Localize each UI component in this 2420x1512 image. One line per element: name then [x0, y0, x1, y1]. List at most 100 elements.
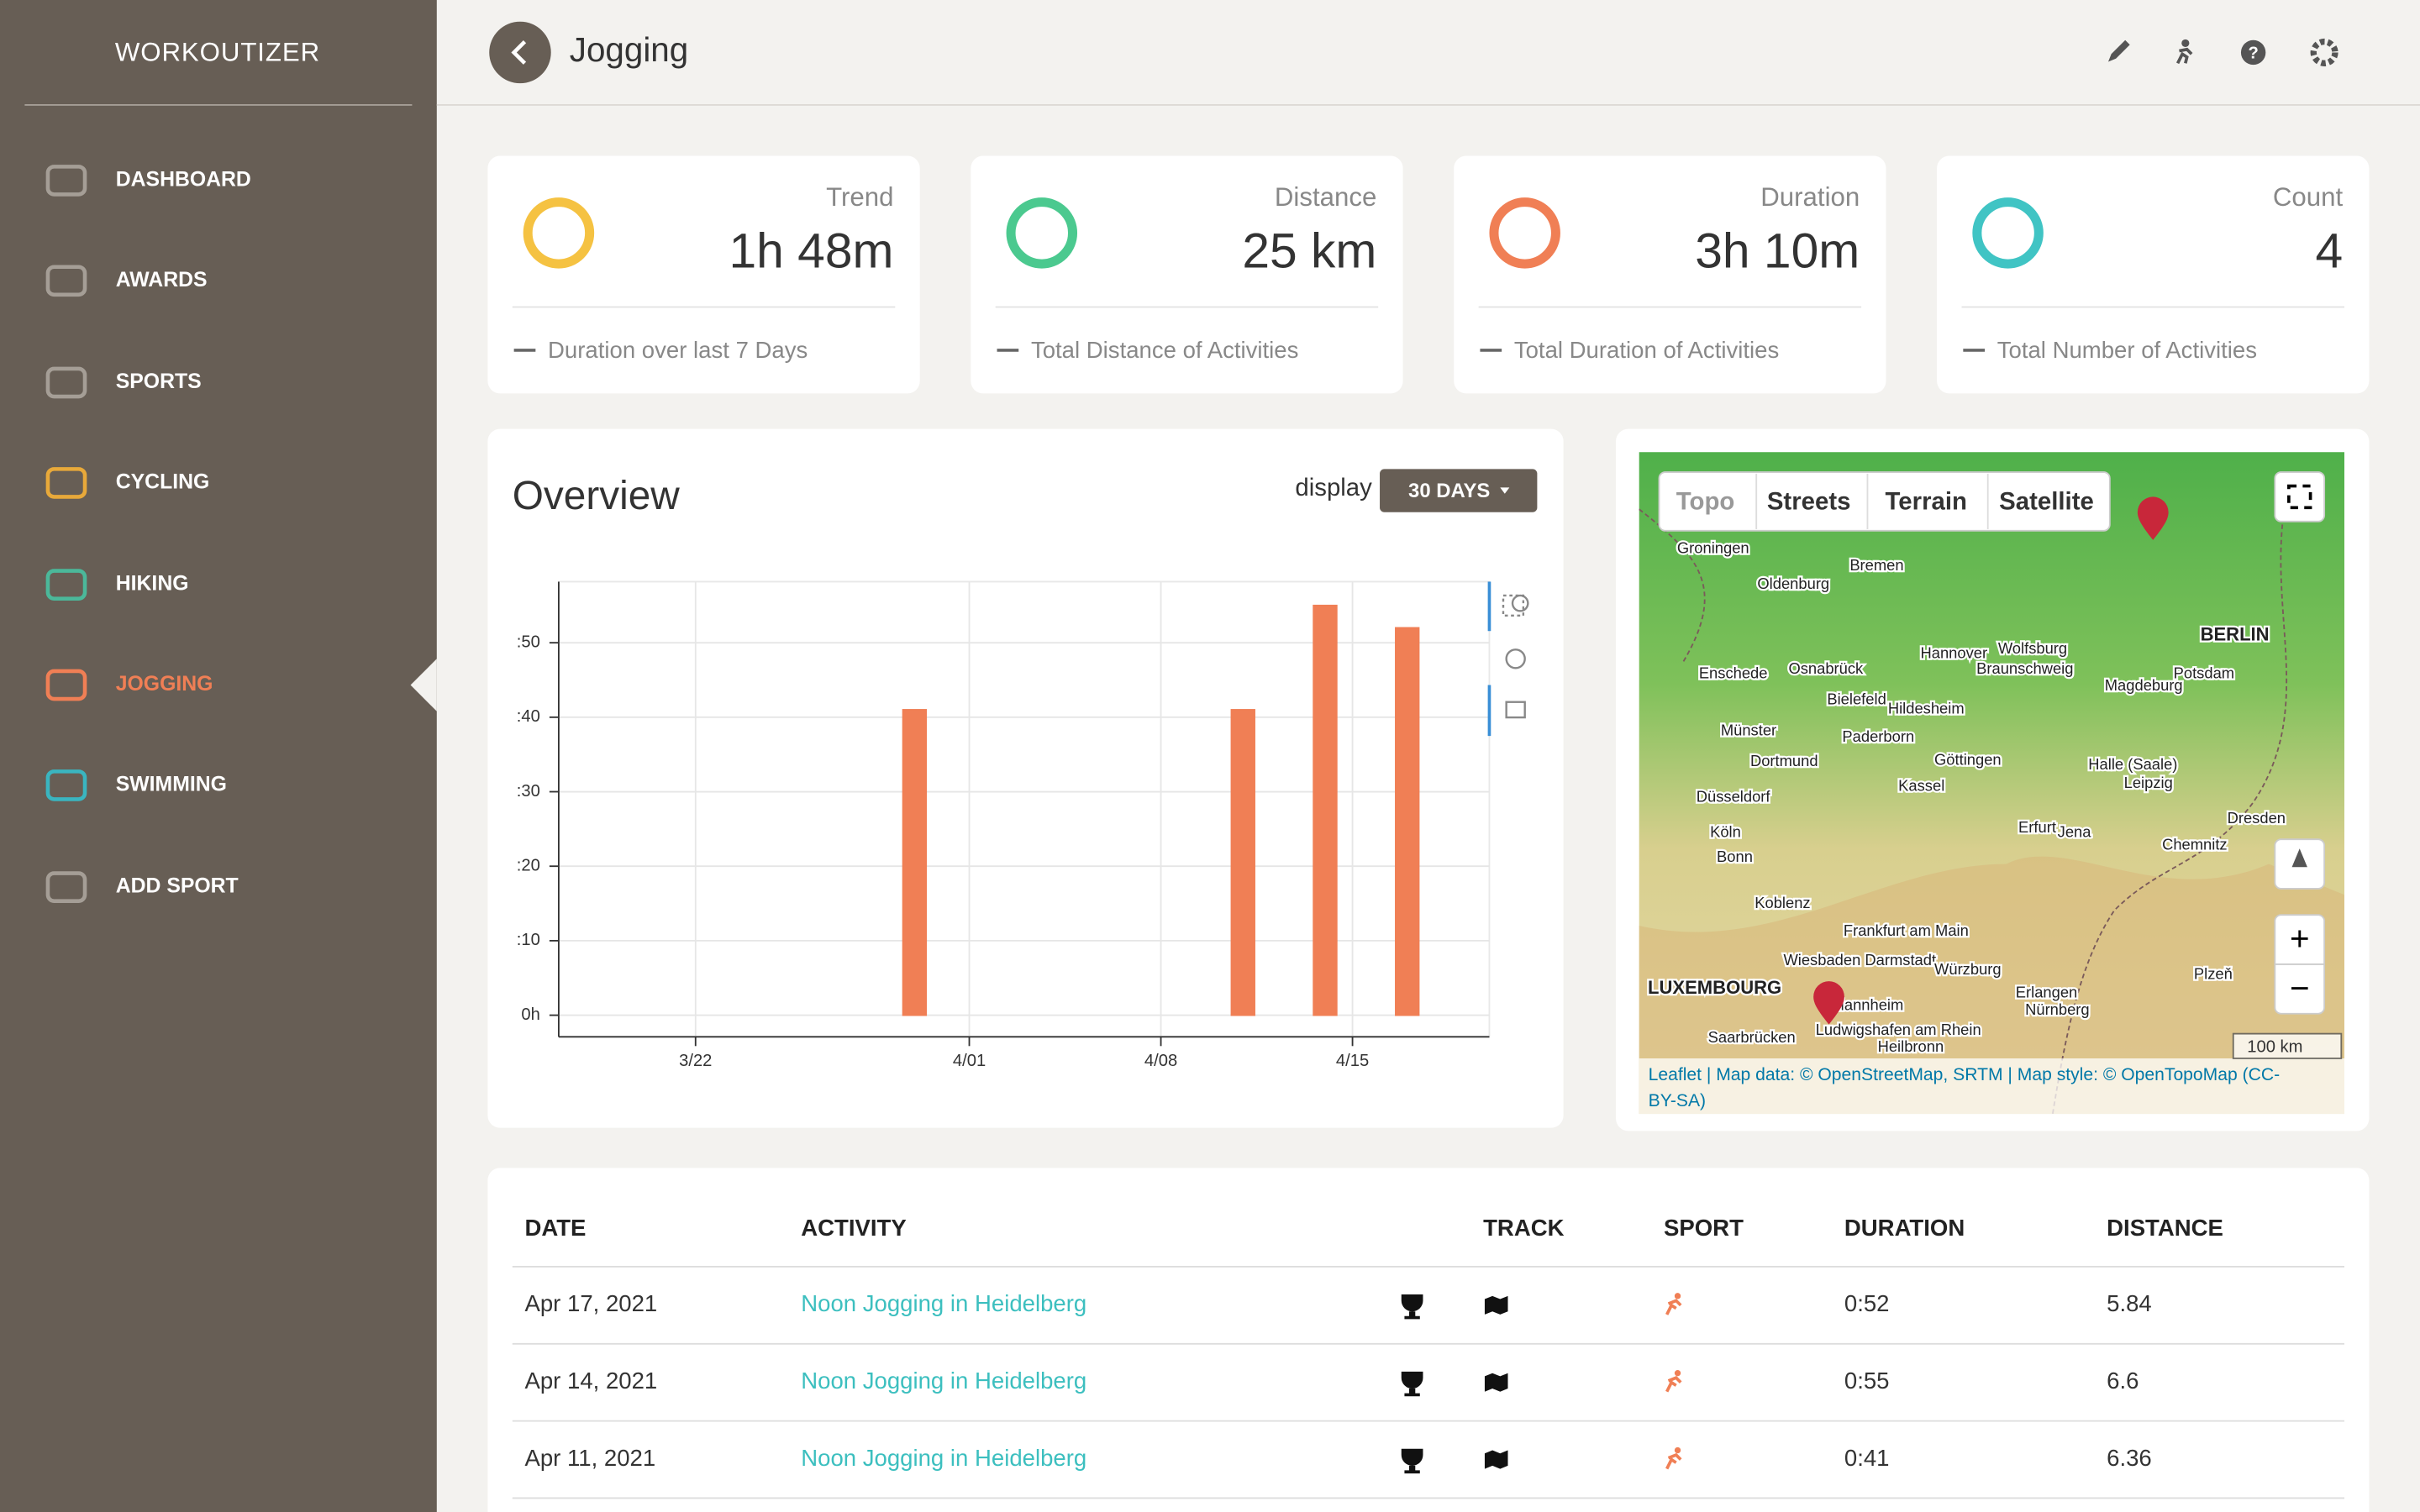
place-label: Hildesheim — [1888, 700, 1965, 717]
brand[interactable]: WORKOUTIZER — [115, 38, 320, 67]
run-icon[interactable] — [2181, 39, 2190, 48]
place-label: Frankfurt am Main — [1844, 921, 1969, 939]
nav-icon — [45, 871, 87, 903]
place-label: LUXEMBOURG — [1648, 977, 1781, 998]
stat-footer: Duration over last 7 Days — [548, 337, 808, 363]
activity-link[interactable]: Noon Jogging in Heidelberg — [801, 1368, 1086, 1394]
scale-label: 100 km — [2247, 1037, 2302, 1056]
track-icon[interactable] — [1484, 1450, 1508, 1469]
layer-option[interactable]: Satellite — [1999, 488, 2094, 516]
place-label: Halle (Saale) — [2088, 755, 2177, 773]
y-tick-label: 0h — [521, 1005, 539, 1024]
place-label: Kassel — [1898, 777, 1944, 795]
column-header: DURATION — [1844, 1215, 1965, 1241]
fullscreen-button[interactable] — [2274, 471, 2326, 522]
attribution-bg — [1639, 1058, 2344, 1115]
attribution[interactable]: BY-SA) — [1649, 1091, 1706, 1110]
place-label: Magdeburg — [2105, 676, 2183, 694]
place-label: Osnabrück — [1788, 659, 1864, 677]
settings-icon[interactable] — [2310, 38, 2338, 66]
help-icon[interactable] — [2240, 39, 2266, 66]
stat-value: 1h 48m — [729, 224, 893, 279]
y-tick-label: :20 — [517, 857, 540, 875]
distance-cell: 6.36 — [2107, 1445, 2152, 1471]
zoom-tool[interactable] — [1502, 594, 1525, 617]
place-label: Hannover — [1921, 644, 1988, 662]
column-header: TRACK — [1483, 1215, 1565, 1241]
trophy-icon — [1401, 1448, 1423, 1474]
sidebar — [0, 0, 437, 1512]
nav-item[interactable]: AWARDS — [116, 269, 208, 291]
nav-item[interactable]: CYCLING — [116, 470, 210, 493]
stat-cards: Trend 1h 48m Duration over last 7 Days Dist… — [487, 155, 2370, 394]
help-glyph: ? — [2248, 45, 2258, 63]
layer-switcher — [1658, 471, 2111, 532]
back-button[interactable] — [489, 21, 551, 84]
stat-footer: Total Distance of Activities — [1031, 337, 1298, 363]
run-icon-body — [2175, 47, 2193, 65]
bar — [902, 709, 928, 1016]
dropdown-caret — [1500, 487, 1510, 494]
column-header: DISTANCE — [2107, 1215, 2223, 1241]
nav-item[interactable]: JOGGING — [116, 673, 213, 696]
range-button[interactable] — [1380, 469, 1538, 512]
track-icon[interactable] — [1484, 1295, 1508, 1315]
x-tick-label: 4/08 — [1144, 1052, 1177, 1070]
activity-link[interactable]: Noon Jogging in Heidelberg — [801, 1290, 1086, 1316]
place-label: Ludwigshafen am Rhein — [1816, 1021, 1981, 1038]
hover-tool[interactable] — [1505, 701, 1526, 719]
zoom-out[interactable]: − — [2290, 969, 2310, 1007]
stat-card — [1454, 155, 1886, 394]
display-label: display — [1295, 474, 1372, 501]
terrain — [1639, 856, 2344, 1115]
stat-label: Distance — [1275, 182, 1376, 212]
stat-value: 4 — [2315, 224, 2343, 279]
map-places: Groningen Bremen Oldenburg Hannover Wolfsbur… — [1646, 537, 2288, 1057]
column-header: ACTIVITY — [801, 1215, 906, 1241]
map-marker[interactable] — [2137, 496, 2169, 540]
place-label: Würzburg — [1934, 960, 2002, 978]
place-label: Koblenz — [1754, 894, 1810, 911]
layer-option[interactable]: Topo — [1676, 488, 1735, 516]
back-icon — [511, 39, 527, 65]
sport-icon — [1665, 1376, 1682, 1393]
track-icon[interactable] — [1484, 1373, 1508, 1392]
column-header: SPORT — [1664, 1215, 1744, 1241]
nav-item[interactable]: SPORTS — [116, 370, 202, 393]
nav-icon — [45, 165, 87, 197]
active-indicator — [410, 659, 437, 711]
reset-tool[interactable] — [1505, 648, 1526, 669]
trophy-icon — [1401, 1294, 1423, 1320]
page-title: Jogging — [570, 30, 688, 69]
nav-item[interactable]: ADD SPORT — [116, 875, 239, 898]
layer-option[interactable]: Streets — [1767, 488, 1851, 516]
nav-item[interactable]: HIKING — [116, 573, 189, 596]
duration-cell: 0:55 — [1844, 1368, 1890, 1394]
date-cell: Apr 14, 2021 — [524, 1368, 657, 1394]
activity-link[interactable]: Noon Jogging in Heidelberg — [801, 1445, 1086, 1471]
sport-icon-head — [1674, 1293, 1681, 1299]
place-label: Enschede — [1699, 664, 1768, 681]
place-label: Erfurt — [2018, 818, 2056, 836]
duration-cell: 0:41 — [1844, 1445, 1890, 1471]
nav-item[interactable]: SWIMMING — [116, 773, 227, 795]
x-tick-label: 4/01 — [953, 1052, 986, 1070]
map[interactable]: Groningen Bremen Oldenburg Hannover Wolfsbur… — [1639, 452, 2344, 1115]
y-tick-label: :10 — [517, 931, 540, 949]
sport-icon — [1665, 1299, 1682, 1315]
place-label: Braunschweig — [1976, 659, 2073, 677]
zoom-in[interactable]: + — [2290, 919, 2310, 958]
map-marker[interactable] — [1813, 981, 1844, 1025]
sport-icon-head — [1674, 1370, 1681, 1377]
y-tick-label: :50 — [517, 633, 540, 652]
nav-item[interactable]: DASHBOARD — [116, 168, 251, 191]
date-cell: Apr 17, 2021 — [524, 1290, 657, 1316]
place-label: Wolfsburg — [1998, 639, 2067, 657]
date-cell: Apr 11, 2021 — [524, 1445, 655, 1471]
nav-icon — [45, 669, 87, 701]
layer-option[interactable]: Terrain — [1886, 488, 1967, 516]
edit-icon[interactable] — [2107, 39, 2130, 62]
stat-card — [487, 155, 920, 394]
attribution[interactable]: Leaflet | Map data: © OpenStreetMap, SRT… — [1649, 1065, 2281, 1084]
